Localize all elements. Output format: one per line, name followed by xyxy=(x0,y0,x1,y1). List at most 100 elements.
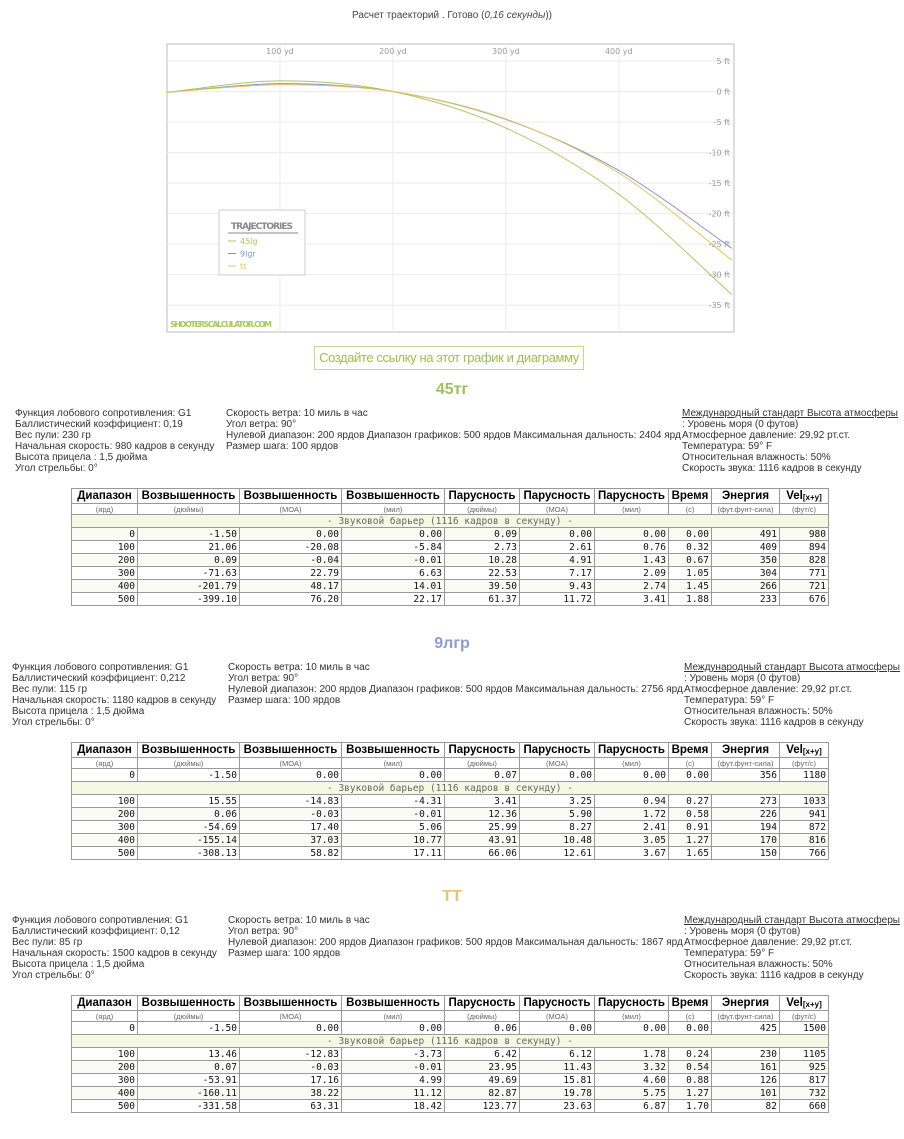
data-cell: 39.50 xyxy=(444,579,520,593)
data-cell: 0 xyxy=(71,768,138,782)
data-row: 400 -155.14 37.03 10.77 43.91 10.48 3.05 1.27 17… xyxy=(71,833,829,847)
bullet-info: Функция лобового сопротивления: G1 Баллис… xyxy=(15,408,214,474)
data-cell: 3.41 xyxy=(594,592,669,606)
data-row: 0 -1.50 0.00 0.00 0.09 0.00 0.00 0.00 491 980 xyxy=(71,527,829,541)
data-cell: -0.03 xyxy=(239,1060,342,1074)
barrier-cell: - Звуковой барьер (1116 кадров в секунду… xyxy=(71,781,829,795)
unit-cell: (мил) xyxy=(341,1010,445,1022)
data-cell: 82 xyxy=(711,1099,780,1113)
data-cell: 10.28 xyxy=(444,553,520,567)
data-cell: 4.91 xyxy=(519,553,595,567)
y-tick-label: -10 ft xyxy=(709,149,730,158)
data-cell: -201.79 xyxy=(137,579,240,593)
info-line: Относительная влажность: 50% xyxy=(684,959,833,970)
unit-cell: (ярд) xyxy=(71,1010,138,1022)
header-row: Диапазон Возвышенность Возвышенность Возвыш… xyxy=(71,742,829,758)
atmosphere-link[interactable]: Международный стандарт Высота атмосферы xyxy=(684,915,900,926)
data-cell: -3.73 xyxy=(341,1047,445,1061)
unit-cell: (с) xyxy=(668,757,712,769)
column-header: Возвышенность xyxy=(137,488,240,504)
barrier-cell: - Звуковой барьер (1116 кадров в секунду… xyxy=(71,514,829,528)
info-line: Баллистический коэффициент: 0,212 xyxy=(12,673,186,684)
data-cell: 18.42 xyxy=(341,1099,445,1113)
data-cell: 3.32 xyxy=(594,1060,669,1074)
status-text: Расчет траекторий . Готово ( xyxy=(351,10,485,21)
watermark: SHOOTERSCALCULATOR.COM xyxy=(170,320,272,329)
data-cell: 0.00 xyxy=(341,768,445,782)
status-line: Расчет траекторий . Готово (0,16 секунды… xyxy=(0,10,904,21)
data-cell: 6.42 xyxy=(444,1047,520,1061)
data-cell: -160.11 xyxy=(137,1086,240,1100)
data-cell: -0.01 xyxy=(341,1060,445,1074)
data-cell: -20.08 xyxy=(239,540,342,554)
x-tick-label: 400 yd xyxy=(605,47,633,56)
data-cell: 0.00 xyxy=(594,1021,669,1035)
info-line: : Уровень моря (0 футов) xyxy=(682,419,799,430)
result-section: 9лгр Функция лобового сопротивления: G1 Ба… xyxy=(0,632,904,886)
info-line: Вес пули: 115 гр xyxy=(12,684,88,695)
data-cell: 0 xyxy=(71,1021,138,1035)
info-line: Международный стандарт Высота атмосферы xyxy=(684,662,900,673)
data-cell: 732 xyxy=(779,1086,829,1100)
data-cell: 1.45 xyxy=(668,579,712,593)
unit-cell: (ярд) xyxy=(71,757,138,769)
unit-cell: (мил) xyxy=(594,1010,669,1022)
info-line: Угол стрельбы: 0° xyxy=(12,717,95,728)
table-body: Диапазон Возвышенность Возвышенность Возвыш… xyxy=(71,488,829,606)
data-cell: 0.54 xyxy=(668,1060,712,1074)
info-line: Вес пули: 230 гр xyxy=(15,430,91,441)
barrier-row: - Звуковой барьер (1116 кадров в секунду… xyxy=(71,514,829,528)
header-sub: [x+y] xyxy=(802,493,822,502)
data-cell: 100 xyxy=(71,540,138,554)
link-button[interactable]: Создайте ссылку на этот график и диаграм… xyxy=(314,346,584,370)
data-row: 100 15.55 -14.83 -4.31 3.41 3.25 0.94 0.27 273 10… xyxy=(71,794,829,808)
section-title: 9лгр xyxy=(434,635,470,652)
atmosphere-link[interactable]: Международный стандарт Высота атмосферы xyxy=(682,408,898,419)
column-header: Возвышенность xyxy=(341,488,445,504)
barrier-row: - Звуковой барьер (1116 кадров в секунду… xyxy=(71,781,829,795)
data-cell: 200 xyxy=(71,553,138,567)
data-row: 500 -308.13 58.82 17.11 66.06 12.61 3.67 1.65 15… xyxy=(71,846,829,860)
data-cell: 300 xyxy=(71,820,138,834)
info-line: Относительная влажность: 50% xyxy=(682,452,831,463)
unit-cell: (с) xyxy=(668,1010,712,1022)
atmosphere-info: Международный стандарт Высота атмосферы:… xyxy=(684,662,900,728)
data-cell: -0.01 xyxy=(341,807,445,821)
header-text: Парусность xyxy=(523,490,591,502)
data-cell: 123.77 xyxy=(444,1099,520,1113)
data-cell: 356 xyxy=(711,768,780,782)
data-cell: 660 xyxy=(779,1099,829,1113)
data-cell: 980 xyxy=(779,527,829,541)
unit-cell: (дюймы) xyxy=(137,757,240,769)
data-cell: 925 xyxy=(779,1060,829,1074)
data-cell: 266 xyxy=(711,579,780,593)
column-header: Возвышенность xyxy=(239,995,342,1011)
units-row: (ярд) (дюймы) (MOA) (мил) (дюймы) (MOA) (мил)(… xyxy=(71,503,829,515)
data-cell: 61.37 xyxy=(444,592,520,606)
info-line: Высота прицела : 1,5 дюйма xyxy=(12,706,145,717)
header-text: Vel xyxy=(786,997,803,1009)
atmosphere-link[interactable]: Международный стандарт Высота атмосферы xyxy=(684,662,900,673)
data-cell: 226 xyxy=(711,807,780,821)
data-cell: -71.63 xyxy=(137,566,240,580)
data-cell: -331.58 xyxy=(137,1099,240,1113)
info-line: Угол ветра: 90° xyxy=(228,673,299,684)
column-header: Парусность xyxy=(444,742,520,758)
column-header: Энергия xyxy=(711,995,780,1011)
data-row: 300 -53.91 17.16 4.99 49.69 15.81 4.60 0.88 126 8… xyxy=(71,1073,829,1087)
info-line: : Уровень моря (0 футов) xyxy=(684,673,801,684)
column-header: Диапазон xyxy=(71,995,138,1011)
data-cell: 0.00 xyxy=(668,527,712,541)
y-tick-label: 5 ft xyxy=(717,57,730,66)
column-header: Парусность xyxy=(594,742,669,758)
y-tick-label: -5 ft xyxy=(714,118,730,127)
plot-area xyxy=(166,43,735,333)
column-header: Возвышенность xyxy=(341,995,445,1011)
data-cell: 5.75 xyxy=(594,1086,669,1100)
unit-cell: (дюймы) xyxy=(137,1010,240,1022)
data-cell: 425 xyxy=(711,1021,780,1035)
column-header: Время xyxy=(668,742,712,758)
unit-cell: (с) xyxy=(668,503,712,515)
info-line: Угол ветра: 90° xyxy=(226,419,297,430)
info-line: Начальная скорость: 1180 кадров в секунд… xyxy=(12,695,217,706)
